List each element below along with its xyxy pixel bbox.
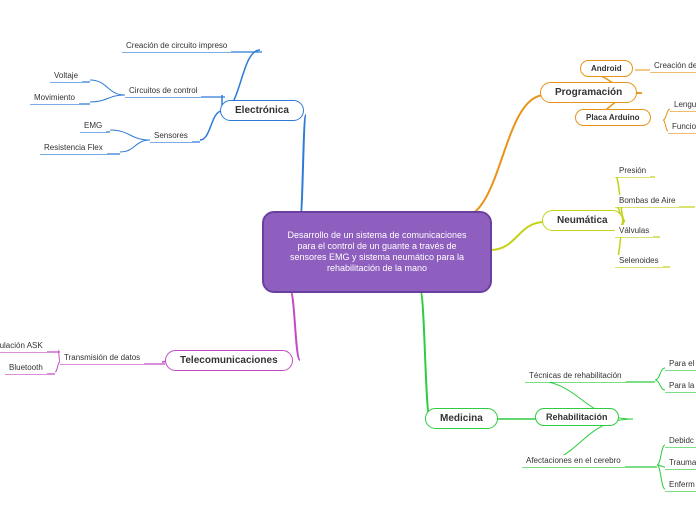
node-v-lvulas[interactable]: Válvulas <box>615 225 653 237</box>
node-rehabilitaci-n[interactable]: Rehabilitación <box>535 408 619 426</box>
node-enferm[interactable]: Enferm <box>665 479 696 491</box>
node-transmisi-n-de-datos[interactable]: Transmisión de datos <box>60 352 144 364</box>
node-circuitos-de-control[interactable]: Circuitos de control <box>125 85 201 97</box>
node-selenoides[interactable]: Selenoides <box>615 255 663 267</box>
branch-neumatica[interactable]: Neumática <box>542 210 623 231</box>
node-bombas-de-aire[interactable]: Bombas de Aire <box>615 195 679 207</box>
node-creaci-n-de-circuito-impreso[interactable]: Creación de circuito impreso <box>122 40 231 52</box>
node-t-cnicas-de-rehabilitaci-n[interactable]: Técnicas de rehabilitación <box>525 370 626 382</box>
node-para-el[interactable]: Para el <box>665 358 696 370</box>
node-creaci-n-de-a[interactable]: Creación de A <box>650 60 696 72</box>
node-sensores[interactable]: Sensores <box>150 130 192 142</box>
node-placa-arduino[interactable]: Placa Arduino <box>575 109 651 126</box>
node-movimiento[interactable]: Movimiento <box>30 92 79 104</box>
branch-electronica[interactable]: Electrónica <box>220 100 304 121</box>
node-lengu[interactable]: Lengu <box>670 99 696 111</box>
branch-medicina[interactable]: Medicina <box>425 408 498 429</box>
node-android[interactable]: Android <box>580 60 633 77</box>
node-presi-n[interactable]: Presión <box>615 165 650 177</box>
node-para-la[interactable]: Para la <box>665 380 696 392</box>
node-funcio[interactable]: Funcio <box>668 121 696 133</box>
node-trauma[interactable]: Trauma <box>665 457 696 469</box>
branch-programacion[interactable]: Programación <box>540 82 637 103</box>
central-topic[interactable]: Desarrollo de un sistema de comunicacion… <box>262 211 492 293</box>
node-resistencia-flex[interactable]: Resistencia Flex <box>40 142 107 154</box>
node-bluetooth[interactable]: Bluetooth <box>5 362 47 374</box>
node-afectaciones-en-el-cerebro[interactable]: Afectaciones en el cerebro <box>522 455 625 467</box>
node-debidc[interactable]: Debidc <box>665 435 696 447</box>
node-modulaci-n-ask[interactable]: Modulación ASK <box>0 340 47 352</box>
branch-telecom[interactable]: Telecomunicaciones <box>165 350 293 371</box>
node-voltaje[interactable]: Voltaje <box>50 70 82 82</box>
node-emg[interactable]: EMG <box>80 120 106 132</box>
